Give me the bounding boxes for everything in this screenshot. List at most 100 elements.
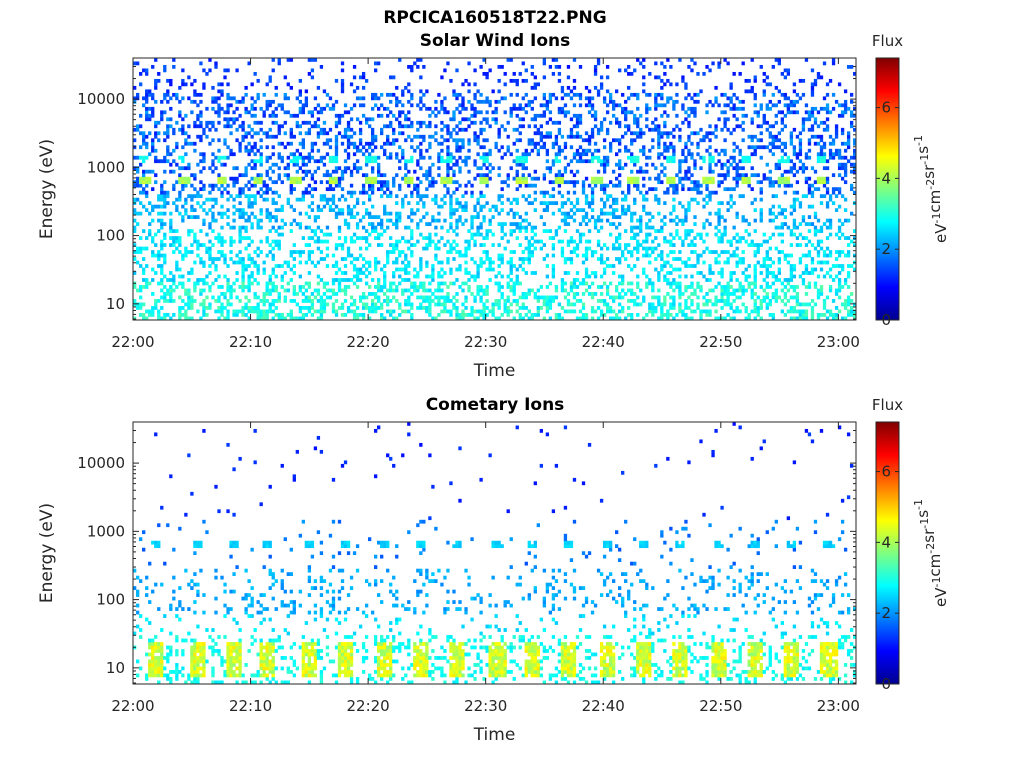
flux-cell (533, 208, 537, 212)
flux-cell (572, 285, 577, 289)
flux-cell (660, 92, 664, 97)
flux-cell (596, 159, 601, 164)
flux-cell (624, 257, 628, 261)
flux-cell (455, 222, 459, 226)
flux-cell (389, 194, 393, 199)
flux-cell (554, 152, 559, 157)
flux-cell (154, 85, 158, 90)
flux-cell (542, 194, 547, 199)
flux-cell (726, 313, 730, 317)
flux-cell (618, 166, 622, 171)
flux-cell (765, 103, 769, 108)
flux-cell (337, 166, 342, 171)
flux-cell (410, 208, 414, 212)
flux-cell (437, 295, 441, 300)
flux-cell (337, 183, 342, 188)
flux-cell (175, 204, 179, 209)
flux-cell (145, 117, 149, 122)
flux-cell (199, 292, 203, 296)
flux-cell (744, 274, 748, 279)
flux-cell (675, 285, 679, 289)
flux-cell (729, 239, 733, 244)
flux-cell (605, 183, 610, 188)
flux-cell (566, 243, 571, 247)
flux-cell (542, 113, 547, 118)
flux-cell (383, 292, 387, 296)
flux-cell (256, 120, 260, 125)
flux-cell (449, 281, 453, 286)
flux-cell (325, 288, 330, 293)
solar-wind-ions-panel: 22:00 22:10 22:20 22:30 22:40 22:50 23:00Time1… (37, 32, 950, 381)
flux-cell (419, 141, 423, 146)
flux-cell (765, 176, 769, 181)
flux-cell (666, 159, 670, 164)
flux-cell (678, 295, 682, 300)
flux-cell (190, 267, 194, 272)
flux-cell (286, 176, 290, 181)
flux-cell (160, 243, 164, 247)
flux-cell (648, 106, 652, 111)
flux-cell (407, 288, 411, 293)
flux-cell (599, 299, 604, 303)
flux-cell (181, 285, 185, 289)
flux-cell (575, 292, 580, 296)
flux-cell (265, 103, 269, 108)
flux-cell (539, 131, 543, 136)
flux-cell (669, 176, 673, 181)
flux-cell (211, 281, 215, 286)
flux-cell (693, 183, 697, 188)
flux-cell (322, 141, 327, 146)
flux-cell (726, 61, 730, 66)
flux-cell (413, 183, 417, 188)
flux-cell (389, 211, 393, 216)
flux-cell (554, 141, 559, 146)
flux-cell (666, 131, 670, 136)
flux-cell (247, 218, 251, 223)
flux-cell (726, 299, 730, 303)
flux-cell (521, 250, 525, 254)
flux-cell (449, 117, 453, 122)
flux-cell (636, 131, 640, 136)
flux-cell (678, 166, 682, 171)
flux-cell (160, 267, 164, 272)
flux-cell (455, 124, 459, 129)
flux-cell (666, 180, 670, 185)
flux-cell (687, 176, 691, 181)
flux-cell (202, 159, 206, 164)
flux-cell (720, 110, 724, 115)
flux-cell (488, 152, 492, 157)
flux-cell (154, 148, 158, 153)
flux-cell (738, 281, 742, 286)
flux-cell (753, 110, 757, 115)
flux-cell (340, 176, 345, 181)
flux-cell (322, 309, 327, 314)
flux-cell (262, 316, 266, 321)
flux-cell (741, 173, 745, 178)
flux-cell (367, 159, 372, 164)
flux-cell (346, 253, 351, 258)
flux-cell (208, 306, 212, 310)
flux-cell (560, 239, 565, 244)
flux-cell (295, 176, 299, 181)
flux-cell (217, 306, 221, 310)
flux-cell (720, 306, 724, 310)
flux-cell (605, 64, 610, 69)
flux-cell (187, 134, 191, 139)
flux-cell (196, 162, 200, 167)
flux-cell (151, 250, 155, 254)
flux-cell (696, 99, 700, 104)
flux-cell (367, 194, 372, 199)
flux-cell (476, 152, 480, 157)
flux-cell (166, 145, 170, 150)
flux-cell (497, 127, 501, 132)
flux-cell (404, 264, 408, 268)
flux-cell (663, 145, 667, 150)
flux-cell (512, 281, 516, 286)
flux-cell (575, 229, 580, 233)
flux-cell (229, 117, 233, 122)
flux-cell (160, 225, 164, 230)
flux-cell (208, 222, 212, 226)
flux-cell (669, 271, 673, 275)
flux-cell (660, 78, 664, 83)
flux-cell (690, 96, 694, 101)
